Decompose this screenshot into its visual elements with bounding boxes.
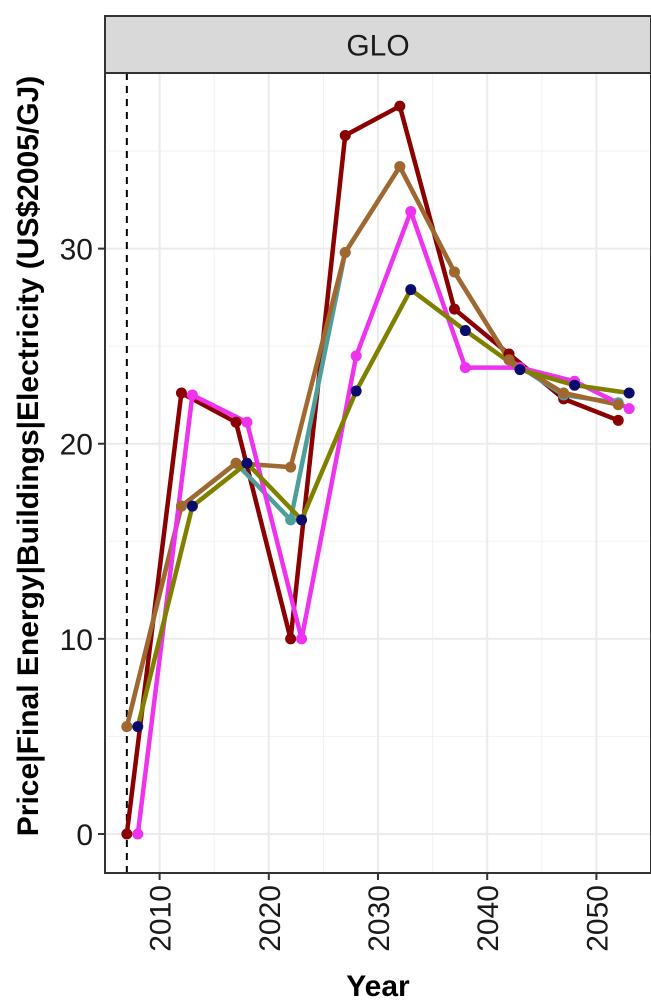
- x-tick-label: 2030: [363, 885, 396, 952]
- series-line-5: [135, 287, 632, 729]
- x-tick-label: 2010: [145, 885, 178, 952]
- data-point: [394, 161, 406, 173]
- data-point: [230, 457, 242, 469]
- data-point: [350, 385, 362, 397]
- facet-strip-label: GLO: [346, 30, 409, 63]
- data-point: [241, 457, 253, 469]
- data-point: [503, 354, 515, 366]
- data-point: [121, 828, 133, 840]
- data-point: [186, 389, 198, 401]
- data-point: [623, 403, 635, 415]
- x-tick-label: 2040: [472, 885, 505, 952]
- data-point: [339, 129, 351, 141]
- data-point: [230, 416, 242, 428]
- data-point: [569, 379, 581, 391]
- data-point: [394, 100, 406, 112]
- data-point: [175, 387, 187, 399]
- data-point: [405, 284, 417, 296]
- y-axis-title: Price|Final Energy|Buildings|Electricity…: [12, 76, 45, 836]
- data-point: [296, 514, 308, 526]
- y-axis-title-group: Price|Final Energy|Buildings|Electricity…: [12, 76, 45, 836]
- y-tick-label: 0: [76, 819, 93, 852]
- data-point: [448, 266, 460, 278]
- data-point: [459, 325, 471, 337]
- data-point: [285, 514, 297, 526]
- data-point: [241, 416, 253, 428]
- series-line-4: [135, 209, 632, 837]
- data-point: [459, 362, 471, 374]
- data-point: [296, 633, 308, 645]
- x-axis-title: Year: [346, 970, 410, 1001]
- plot-area: [104, 72, 651, 874]
- data-point: [186, 500, 198, 512]
- y-tick-label: 10: [60, 624, 93, 657]
- data-point: [558, 387, 570, 399]
- data-point: [285, 461, 297, 473]
- data-point: [405, 206, 417, 218]
- facet-strip: [104, 15, 651, 74]
- x-tick-label: 2020: [254, 885, 287, 952]
- data-point: [132, 828, 144, 840]
- data-point: [121, 721, 133, 733]
- data-point: [623, 387, 635, 399]
- data-point: [339, 247, 351, 259]
- data-point: [175, 500, 187, 512]
- data-point: [514, 364, 526, 376]
- data-point: [448, 303, 460, 315]
- data-point: [350, 350, 362, 362]
- data-point: [612, 414, 624, 426]
- x-tick-label: 2050: [581, 885, 614, 952]
- y-tick-label: 30: [60, 234, 93, 267]
- data-point: [612, 399, 624, 411]
- data-point: [285, 633, 297, 645]
- y-tick-label: 20: [60, 429, 93, 462]
- data-point: [132, 721, 144, 733]
